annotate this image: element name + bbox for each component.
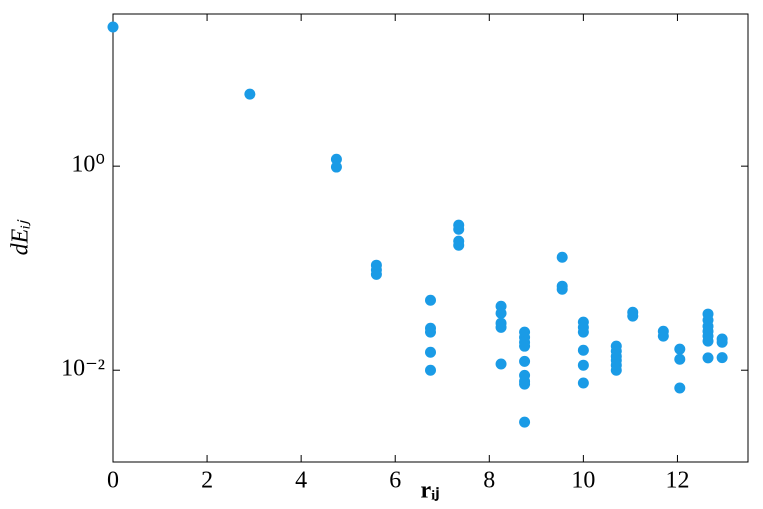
point — [425, 364, 436, 376]
x-tick-label: 4 — [295, 468, 307, 494]
y-tick-label: 10⁻² — [61, 356, 105, 382]
x-tick-label: 0 — [107, 468, 119, 494]
x-tick-label: 6 — [389, 468, 401, 494]
point — [577, 344, 589, 356]
point — [453, 223, 465, 235]
point — [657, 330, 669, 342]
point — [519, 355, 531, 367]
x-tick-label: 8 — [483, 468, 495, 494]
y-axis-label: dEᵢⱼ — [8, 219, 34, 255]
point — [716, 352, 728, 364]
x-axis-label: rᵢⱼ — [420, 478, 439, 504]
point — [674, 353, 686, 365]
point — [425, 326, 436, 338]
point — [716, 336, 728, 348]
point — [519, 340, 531, 352]
x-tick-label: 2 — [201, 468, 213, 494]
point — [519, 378, 531, 390]
point — [577, 359, 589, 371]
x-tick-label: 10 — [571, 468, 595, 494]
point — [425, 346, 436, 358]
point — [702, 352, 714, 364]
point — [453, 239, 465, 251]
point — [495, 307, 507, 319]
point — [556, 251, 568, 263]
point — [627, 310, 639, 322]
point — [519, 416, 531, 428]
x-tick-label: 12 — [665, 468, 689, 494]
point — [577, 377, 589, 389]
plot-frame — [112, 13, 749, 463]
point — [495, 358, 507, 370]
point — [674, 343, 686, 355]
point — [577, 326, 589, 338]
point — [702, 335, 714, 347]
point — [330, 153, 342, 165]
point — [674, 382, 686, 394]
point — [610, 364, 622, 376]
point — [330, 161, 342, 173]
point — [425, 294, 436, 306]
point — [556, 283, 568, 295]
point — [370, 268, 382, 280]
point — [495, 321, 507, 333]
y-tick-label: 10⁰ — [71, 152, 105, 178]
point — [107, 21, 119, 33]
point — [244, 88, 256, 100]
